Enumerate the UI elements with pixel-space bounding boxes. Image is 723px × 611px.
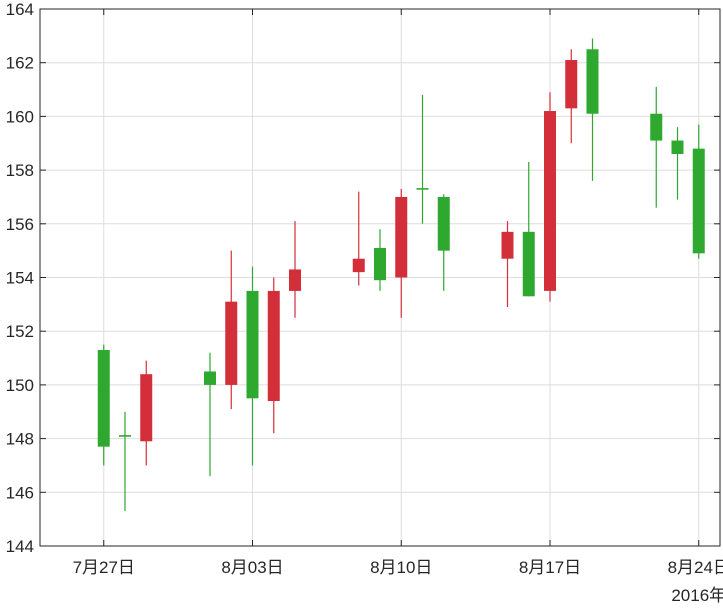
candle-body xyxy=(395,196,408,278)
candle-body xyxy=(352,258,365,273)
y-tick-label: 150 xyxy=(6,376,34,395)
tick-layer: 144 146 148 150 152 154 156 158 160 162 164 7月27日 8月… xyxy=(6,0,723,577)
y-tick-label: 148 xyxy=(6,430,34,449)
candle-body xyxy=(204,371,216,385)
candle-body xyxy=(97,349,110,447)
y-tick-label: 162 xyxy=(6,54,34,73)
y-tick-label: 158 xyxy=(6,161,34,180)
y-tick-label: 160 xyxy=(6,107,34,126)
y-tick-label: 164 xyxy=(6,0,34,19)
y-tick-label: 144 xyxy=(6,537,34,556)
candle-body xyxy=(246,290,259,399)
candle-layer xyxy=(97,38,705,512)
candle-body xyxy=(374,247,386,281)
candle-body xyxy=(565,60,578,109)
x-tick-label: 8月03日 xyxy=(221,558,283,577)
candle-body xyxy=(692,148,705,254)
candle-body xyxy=(522,231,535,297)
x-tick-label: 7月27日 xyxy=(73,558,135,577)
candle-body xyxy=(289,269,301,291)
x-axis-year-label: 2016年 xyxy=(671,586,723,605)
candle-body xyxy=(586,49,599,114)
y-tick-label: 152 xyxy=(6,322,34,341)
candle-body xyxy=(267,290,280,402)
candle-body xyxy=(501,231,514,259)
x-tick-label: 8月17日 xyxy=(519,558,581,577)
x-tick-label: 8月24日 xyxy=(668,558,723,577)
y-tick-label: 156 xyxy=(6,215,34,234)
candle-body xyxy=(437,196,450,251)
y-tick-label: 154 xyxy=(6,269,34,288)
candle-body xyxy=(650,113,663,141)
y-tick-label: 146 xyxy=(6,483,34,502)
candle-body xyxy=(671,140,684,154)
candle-body xyxy=(544,111,556,291)
candle-body xyxy=(225,301,238,385)
x-tick-label: 8月10日 xyxy=(370,558,432,577)
candle-body xyxy=(140,374,153,442)
